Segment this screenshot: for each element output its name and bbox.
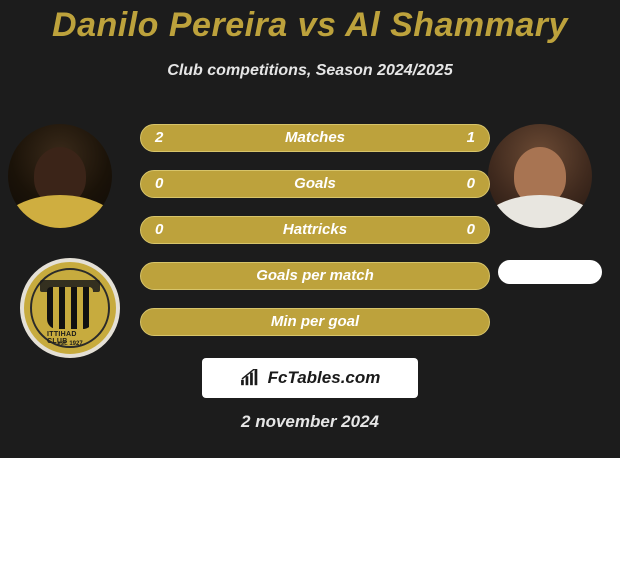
player-avatar-right: [488, 124, 592, 228]
stat-label: Goals per match: [141, 263, 489, 291]
stat-right-value: 0: [467, 217, 475, 245]
player-avatar-left: [8, 124, 112, 228]
badge-stripes: [47, 287, 93, 329]
comparison-card: Danilo Pereira vs Al Shammary Club compe…: [0, 0, 620, 580]
stat-label: Goals: [141, 171, 489, 199]
brand-text: FcTables.com: [268, 368, 381, 388]
team-badge-left: ITTIHAD CLUB est. 1927: [20, 258, 120, 358]
stat-label: Matches: [141, 125, 489, 153]
stat-right-value: 1: [467, 125, 475, 153]
stat-row-goals-per-match: Goals per match: [140, 262, 490, 290]
stat-right-value: 0: [467, 171, 475, 199]
brand-pill: FcTables.com: [202, 358, 418, 398]
avatar-shirt: [8, 195, 112, 228]
stat-row-goals: 0 Goals 0: [140, 170, 490, 198]
date-line: 2 november 2024: [0, 412, 620, 432]
badge-year: est. 1927: [57, 341, 82, 347]
stat-row-min-per-goal: Min per goal: [140, 308, 490, 336]
avatar-shirt: [488, 195, 592, 228]
page-title: Danilo Pereira vs Al Shammary: [0, 6, 620, 45]
barchart-icon: [240, 369, 262, 387]
subtitle: Club competitions, Season 2024/2025: [0, 62, 620, 80]
stat-row-matches: 2 Matches 1: [140, 124, 490, 152]
stat-label: Min per goal: [141, 309, 489, 337]
stat-label: Hattricks: [141, 217, 489, 245]
team-badge-right: [498, 260, 602, 284]
stat-row-hattricks: 0 Hattricks 0: [140, 216, 490, 244]
